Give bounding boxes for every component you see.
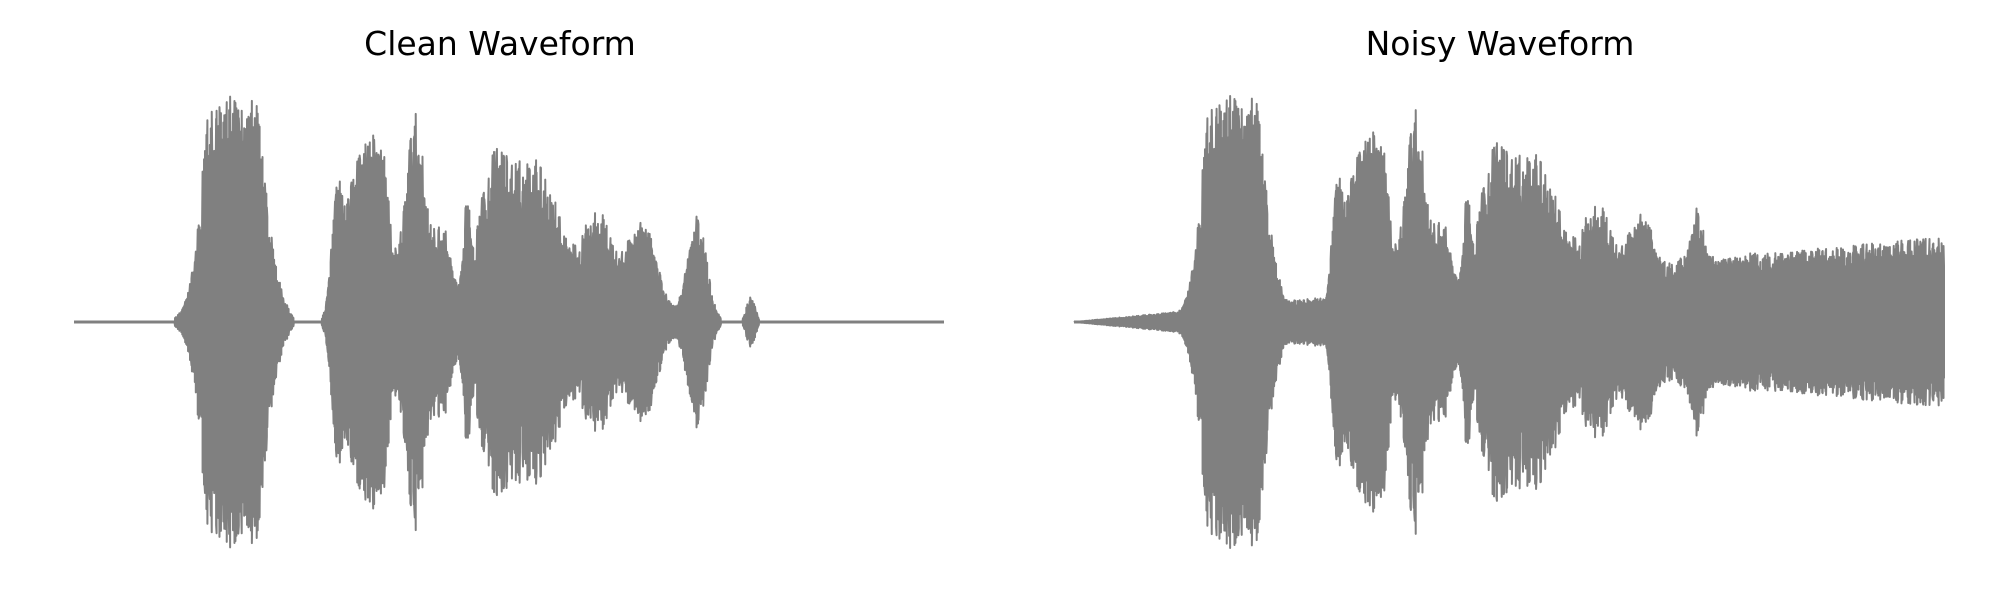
noisy-waveform-line	[1073, 95, 1945, 549]
noisy-waveform-title: Noisy Waveform	[1365, 24, 1635, 63]
clean-waveform-title: Clean Waveform	[364, 24, 636, 63]
clean-waveform-line	[73, 95, 945, 549]
clean-waveform-plot	[73, 95, 945, 549]
noisy-waveform-panel: Noisy Waveform	[1000, 0, 2000, 600]
clean-waveform-panel: Clean Waveform	[73, 24, 945, 549]
noisy-waveform-plot	[1073, 95, 1945, 549]
